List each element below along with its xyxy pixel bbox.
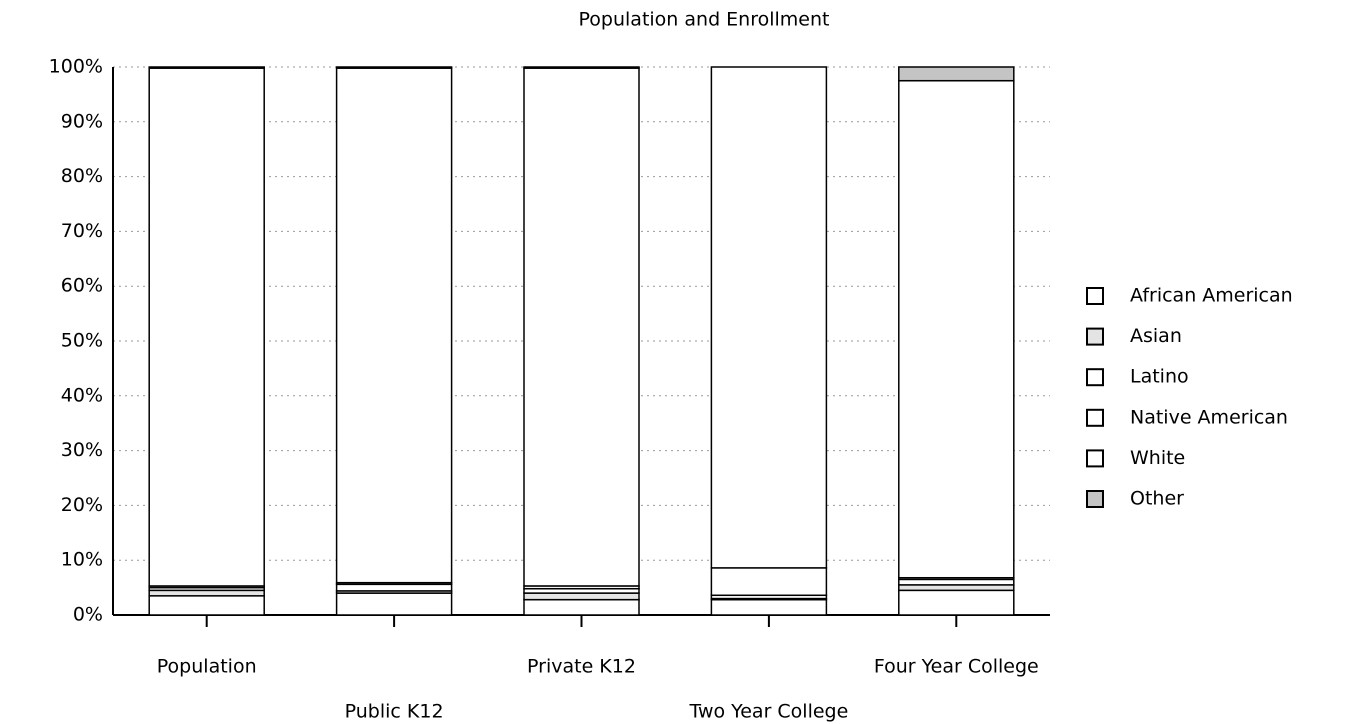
bar-segment [710,598,828,616]
legend-swatch [1086,490,1104,508]
bar-segment [710,66,828,569]
y-tick-label: 100% [49,56,103,78]
y-tick-label: 30% [61,439,103,461]
x-tick-label: Public K12 [345,701,444,723]
bar-segment [148,66,265,69]
y-tick-label: 90% [61,110,103,132]
bar-segment [148,595,265,616]
bar-segment [898,79,1015,579]
legend-label: Other [1130,488,1184,510]
legend-swatch [1086,408,1104,427]
y-tick-label: 70% [61,220,103,242]
bar-segment [898,589,1015,616]
bar-segment [335,67,453,584]
y-tick-label: 80% [61,165,103,187]
bar-segment [898,578,1015,586]
legend-label: Latino [1130,366,1189,388]
y-tick-label: 10% [61,549,103,571]
x-tick-label: Two Year College [688,701,848,723]
legend-label: White [1130,447,1185,469]
x-tick-label: Private K12 [527,656,636,678]
y-tick-label: 0% [73,604,103,626]
legend-label: Asian [1130,325,1182,347]
bar-segment [898,584,1015,592]
bar-segment [335,583,453,592]
legend-swatch [1086,287,1104,305]
bar-segment [710,567,828,597]
bar-segment [523,67,640,587]
legend-label: African American [1130,285,1293,307]
bar-segment [523,598,640,616]
bar-segment [148,67,265,587]
legend-swatch [1086,368,1104,387]
legend-label: Native American [1130,406,1288,428]
bar-segment [523,66,640,69]
chart-title: Population and Enrollment [579,9,830,31]
bar-segment [335,66,453,69]
y-tick-label: 40% [61,384,103,406]
legend-swatch [1086,327,1104,346]
y-tick-label: 20% [61,494,103,516]
bar-segment [898,66,1015,82]
y-tick-label: 50% [61,330,103,352]
bar-segment [148,589,265,597]
bar-segment [335,592,453,616]
y-tick-label: 60% [61,275,103,297]
bar-segment [523,592,640,601]
legend-swatch [1086,449,1104,468]
x-tick-label: Four Year College [874,656,1039,678]
x-tick-label: Population [157,656,257,678]
